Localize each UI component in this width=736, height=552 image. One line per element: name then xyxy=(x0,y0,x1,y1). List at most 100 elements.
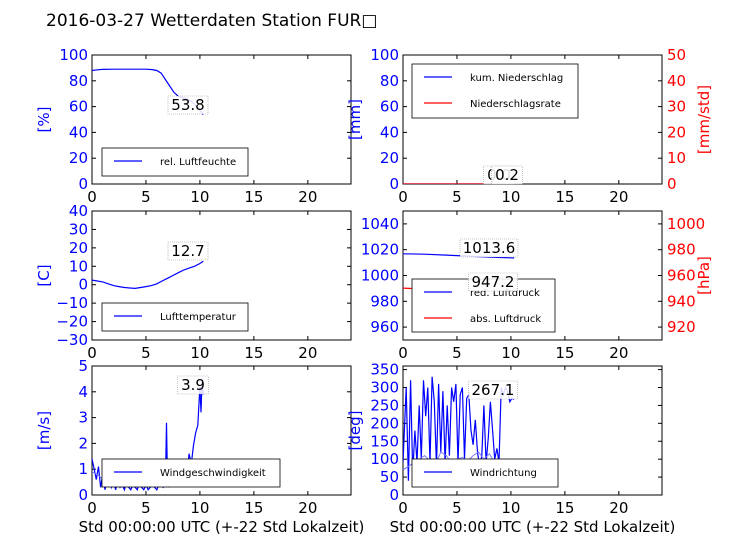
annotation-value: 947.2 xyxy=(472,273,515,291)
x-tick-label: 0 xyxy=(87,188,97,206)
y-tick-label: 30 xyxy=(69,220,88,238)
annotation-value: 0.2 xyxy=(495,166,519,184)
y-tick-label: 0 xyxy=(78,276,88,294)
y-axis-label: [m/s] xyxy=(35,411,53,450)
y-right-tick-label: 0 xyxy=(667,175,677,193)
x-tick-label: 15 xyxy=(555,188,574,206)
legend-label: abs. Luftdruck xyxy=(470,314,541,325)
y-tick-label: 1040 xyxy=(361,215,399,233)
y-tick-label: 100 xyxy=(370,46,399,64)
y-tick-label: 20 xyxy=(69,239,88,257)
x-tick-label: 15 xyxy=(244,499,263,517)
y-right-tick-label: 10 xyxy=(667,149,686,167)
y-right-tick-label: 30 xyxy=(667,98,686,116)
y-right-tick-label: 20 xyxy=(667,123,686,141)
y-tick-label: 200 xyxy=(370,414,399,432)
x-tick-label: 10 xyxy=(501,344,520,362)
legend-label: Lufttemperatur xyxy=(160,312,237,323)
y-tick-label: 80 xyxy=(380,72,399,90)
legend-box xyxy=(411,458,559,488)
y-axis-label: [deg] xyxy=(346,411,364,451)
y-tick-label: −10 xyxy=(56,294,88,312)
x-tick-label: 20 xyxy=(298,344,317,362)
y-tick-label: −20 xyxy=(56,313,88,331)
x-tick-label: 10 xyxy=(190,344,209,362)
x-tick-label: 15 xyxy=(555,344,574,362)
x-tick-label: 20 xyxy=(609,344,628,362)
x-tick-label: 10 xyxy=(501,499,520,517)
x-tick-label: 0 xyxy=(398,188,408,206)
x-tick-label: 15 xyxy=(244,344,263,362)
y-right-tick-label: 1000 xyxy=(667,215,705,233)
y-tick-label: 960 xyxy=(370,318,399,336)
y-tick-label: 980 xyxy=(370,292,399,310)
x-tick-label: 5 xyxy=(452,499,462,517)
x-axis-label: Std 00:00:00 UTC (+-22 Std Lokalzeit) xyxy=(390,518,676,536)
y-right-tick-label: 50 xyxy=(667,46,686,64)
y-tick-label: 300 xyxy=(370,379,399,397)
x-tick-label: 15 xyxy=(555,499,574,517)
legend-box xyxy=(411,63,579,119)
y-tick-label: 0 xyxy=(78,175,88,193)
x-tick-label: 0 xyxy=(398,499,408,517)
y-tick-label: 150 xyxy=(370,432,399,450)
annotation-value: 1013.6 xyxy=(463,239,516,257)
y-right-tick-label: 920 xyxy=(667,318,696,336)
legend-box xyxy=(101,458,281,488)
annotation-box xyxy=(491,165,523,185)
legend-label: kum. Niederschlag xyxy=(470,73,563,84)
x-tick-label: 5 xyxy=(141,344,151,362)
x-tick-label: 20 xyxy=(609,188,628,206)
series-line-windrichtung xyxy=(403,376,515,481)
x-tick-label: 5 xyxy=(452,188,462,206)
x-tick-label: 0 xyxy=(87,499,97,517)
x-tick-label: 5 xyxy=(452,344,462,362)
y-right-tick-label: 40 xyxy=(667,72,686,90)
legend-label: Windgeschwindigkeit xyxy=(160,468,266,479)
y-tick-label: 100 xyxy=(370,450,399,468)
x-tick-label: 10 xyxy=(190,188,209,206)
annotation-value: 3.9 xyxy=(181,376,205,394)
x-tick-label: 0 xyxy=(87,344,97,362)
legend-label: Windrichtung xyxy=(470,468,537,479)
y-tick-label: 20 xyxy=(380,149,399,167)
y-right-axis-label: [mm/std] xyxy=(695,85,713,154)
y-tick-label: 40 xyxy=(380,123,399,141)
annotation-box xyxy=(459,238,519,258)
annotation-value: 53.8 xyxy=(171,96,204,114)
y-tick-label: −30 xyxy=(56,331,88,349)
chart-humidity: 0 5 10 15 20 0 20 40 60 80 100 [%] rel. Luftfeuchte 5… xyxy=(35,46,352,206)
x-tick-label: 10 xyxy=(501,188,520,206)
legend-label: rel. Luftfeuchte xyxy=(160,157,236,168)
x-tick-label: 20 xyxy=(298,188,317,206)
chart-temperature: 0 5 10 15 20−30−20−10010203040[C]Lufttempera… xyxy=(35,202,352,362)
x-tick-label: 15 xyxy=(244,188,263,206)
series-line-lufttemperatur xyxy=(92,260,204,290)
y-tick-label: 0 xyxy=(389,175,399,193)
y-axis-label: [C] xyxy=(35,264,53,286)
y-tick-label: 250 xyxy=(370,396,399,414)
y-tick-label: 0 xyxy=(389,486,399,504)
y-tick-label: 80 xyxy=(69,72,88,90)
y-tick-label: 20 xyxy=(69,149,88,167)
y-tick-label: 50 xyxy=(380,468,399,486)
legend-label: Niederschlagsrate xyxy=(470,99,561,110)
y-tick-label: 60 xyxy=(69,98,88,116)
y-tick-label: 1 xyxy=(78,460,88,478)
x-tick-label: 5 xyxy=(141,499,151,517)
legend-box xyxy=(101,147,249,177)
y-right-tick-label: 980 xyxy=(667,241,696,259)
annotation-value: 267.1 xyxy=(472,381,515,399)
y-tick-label: 40 xyxy=(69,202,88,220)
annotation-box xyxy=(468,272,518,292)
y-right-tick-label: 960 xyxy=(667,267,696,285)
y-axis-label: [%] xyxy=(35,107,53,133)
y-tick-label: 4 xyxy=(78,383,88,401)
annotation-box xyxy=(167,241,209,261)
figure-title: 2016-03-27 Wetterdaten Station FUR□ xyxy=(46,11,377,31)
y-axis-label: [mm] xyxy=(346,99,364,140)
annotation-box xyxy=(167,95,209,115)
x-axis-label: Std 00:00:00 UTC (+-22 Std Lokalzeit) xyxy=(79,518,365,536)
